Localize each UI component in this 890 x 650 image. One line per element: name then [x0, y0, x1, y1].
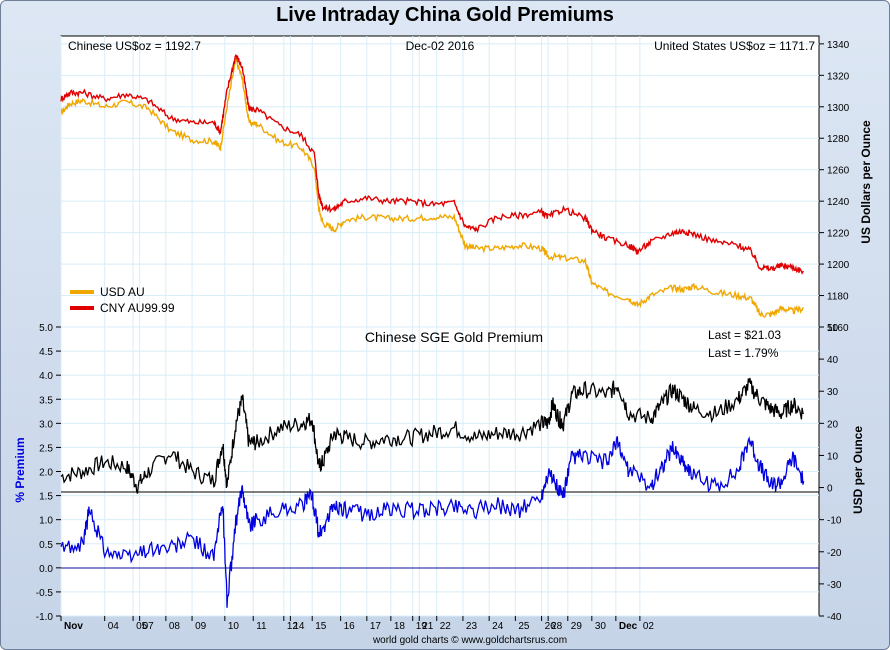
- usd-tick-label: -40: [827, 612, 842, 623]
- x-tick-label: 04: [108, 621, 120, 632]
- percent-axis-label: % Premium: [13, 437, 27, 502]
- x-tick-label: Dec: [619, 621, 638, 632]
- legend-label-cny: CNY AU99.99: [100, 301, 175, 315]
- x-tick-label: 07: [143, 621, 155, 632]
- percent-premium-line: [60, 436, 805, 608]
- x-tick-label: 17: [370, 621, 382, 632]
- price-tick-label: 1300: [827, 103, 850, 114]
- usd-premium-line: [60, 377, 805, 494]
- price-tick-label: 1200: [827, 260, 850, 271]
- x-tick-label: 22: [440, 621, 452, 632]
- percent-tick-label: 1.5: [39, 492, 53, 503]
- x-tick-label: 02: [643, 621, 655, 632]
- percent-tick-label: 2.0: [39, 468, 53, 479]
- price-tick-label: 1340: [827, 40, 850, 51]
- x-tick-label: 29: [571, 621, 583, 632]
- last-usd-annotation: Last = $21.03: [708, 328, 781, 342]
- usd-axis-label: USD per Ounce: [851, 426, 865, 514]
- cny-au-line: [60, 53, 804, 275]
- x-tick-label: 15: [315, 621, 327, 632]
- usd-tick-label: -10: [827, 516, 842, 527]
- footer-credit: world gold charts © www.goldchartsrus.co…: [372, 635, 567, 646]
- x-tick-label: 09: [195, 621, 207, 632]
- chinese-price-label: Chinese US$oz = 1192.7: [68, 39, 201, 53]
- date-label: Dec-02 2016: [406, 39, 475, 53]
- percent-tick-label: 4.5: [39, 347, 53, 358]
- us-price-label: United States US$oz = 1171.7: [654, 39, 815, 53]
- percent-tick-label: -0.5: [36, 588, 54, 599]
- price-gridlines: [60, 36, 819, 328]
- x-tick-label: Nov: [64, 621, 83, 632]
- usd-tick-label: 40: [827, 355, 839, 366]
- x-tick-label: 28: [551, 621, 563, 632]
- x-tick-label: 16: [344, 621, 356, 632]
- page-title: Live Intraday China Gold Premiums: [276, 4, 614, 26]
- usd-tick-label: -20: [827, 548, 842, 559]
- price-tick-label: 1180: [827, 292, 849, 303]
- x-tick-label: 18: [394, 621, 406, 632]
- percent-tick-label: 3.0: [39, 419, 53, 430]
- price-tick-label: 1280: [827, 134, 850, 145]
- x-tick-label: 19: [416, 621, 428, 632]
- price-lines: [60, 53, 804, 318]
- price-panel: [60, 35, 820, 328]
- price-y-axis-label: US Dollars per Ounce: [859, 120, 873, 244]
- premium-left-ticks: -1.0 -0.5 0.0 0.5 1.0 1.5 2.0 2.5 3.0 3.5 4.0 4.5 5.…: [36, 323, 61, 623]
- premium-right-ticks: -40 -30 -20 -10 0 10 20 30 40 50: [819, 323, 842, 623]
- x-tick-label: 30: [595, 621, 607, 632]
- usd-tick-label: 20: [827, 419, 839, 430]
- x-tick-label: 24: [492, 621, 504, 632]
- x-tick-label: 26: [545, 621, 557, 632]
- x-tick-label: 23: [466, 621, 478, 632]
- usd-tick-label: 0: [827, 484, 833, 495]
- price-tick-label: 1260: [827, 166, 850, 177]
- percent-tick-label: 3.5: [39, 395, 53, 406]
- price-y-ticks: 1160 1180 1200 1220 1240 1260 1280 1300 1320 1340: [819, 40, 850, 334]
- x-tick-label: 08: [169, 621, 181, 632]
- usd-tick-label: 50: [827, 323, 839, 334]
- percent-tick-label: 4.0: [39, 371, 53, 382]
- x-tick-label: 21: [422, 621, 434, 632]
- legend-swatch-cny: [70, 306, 94, 310]
- usd-tick-label: 10: [827, 451, 839, 462]
- percent-tick-label: 2.5: [39, 443, 53, 454]
- usd-tick-label: -30: [827, 580, 842, 591]
- price-tick-label: 1220: [827, 229, 850, 240]
- x-tick-label: 05: [136, 621, 148, 632]
- x-tick-label: 10: [228, 621, 240, 632]
- x-tick-label: 14: [293, 621, 305, 632]
- price-tick-label: 1320: [827, 71, 850, 82]
- percent-tick-label: 1.0: [39, 516, 53, 527]
- x-tick-label: 25: [518, 621, 530, 632]
- price-legend: USD AU CNY AU99.99: [70, 285, 175, 315]
- percent-tick-label: 5.0: [39, 323, 53, 334]
- premium-title: Chinese SGE Gold Premium: [365, 329, 543, 345]
- usd-au-line: [60, 58, 804, 318]
- price-tick-label: 1240: [827, 197, 850, 208]
- price-tick-label: 1160: [827, 323, 849, 334]
- usd-tick-label: 30: [827, 387, 839, 398]
- last-percent-annotation: Last = 1.79%: [708, 346, 779, 360]
- legend-swatch-usd: [70, 290, 94, 294]
- premium-lines: [60, 377, 805, 608]
- x-tick-label: 11: [256, 621, 267, 632]
- legend-label-usd: USD AU: [100, 285, 145, 299]
- percent-tick-label: -1.0: [36, 612, 54, 623]
- x-tick-label: 12: [287, 621, 299, 632]
- percent-tick-label: 0.5: [39, 540, 53, 551]
- percent-tick-label: 0.0: [39, 564, 53, 575]
